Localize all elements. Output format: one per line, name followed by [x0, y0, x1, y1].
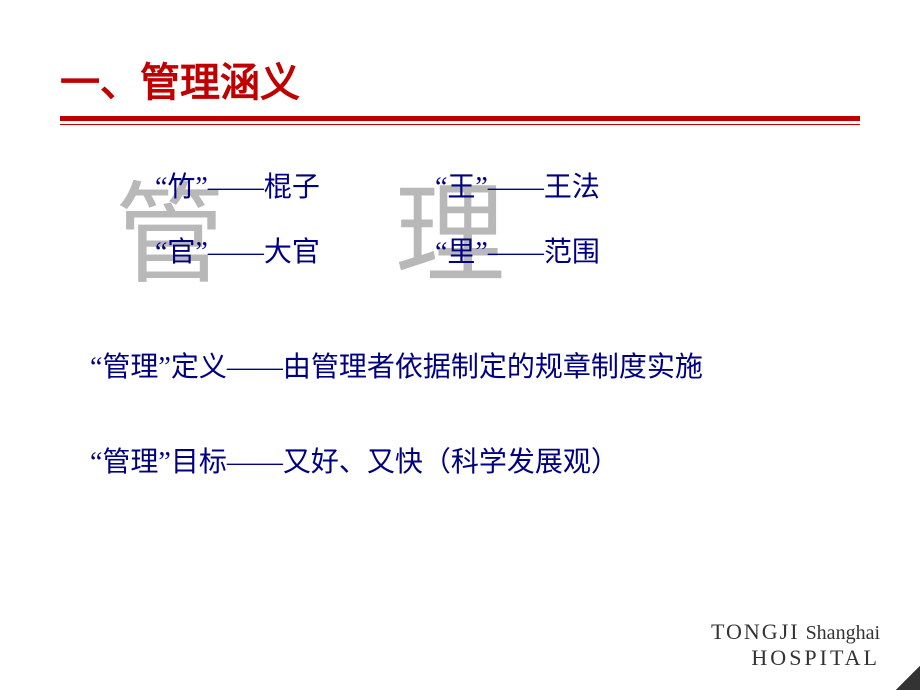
etymology-row1-col2: “王”——王法: [435, 170, 600, 206]
definition-line: “管理”定义——由管理者依据制定的规章制度实施: [90, 350, 703, 386]
title-underline-thick: [60, 116, 860, 121]
slide-title: 一、管理涵义: [60, 50, 870, 108]
corner-fold-icon: [896, 666, 920, 690]
footer-line1: TONGJI Shanghai: [711, 620, 880, 644]
etymology-row1-col1: “竹”——棍子: [155, 170, 320, 206]
footer-shanghai: Shanghai: [806, 622, 880, 644]
footer-logo: TONGJI Shanghai HOSPITAL: [711, 620, 880, 670]
goal-line: “管理”目标——又好、又快（科学发展观）: [90, 445, 619, 481]
footer-hospital: HOSPITAL: [711, 646, 880, 670]
title-underline-thin: [60, 124, 860, 125]
slide: 一、管理涵义 管 理 “竹”——棍子 “王”——王法 “官”——大官 “里”——…: [0, 0, 920, 690]
etymology-row2-col2: “里”——范围: [435, 235, 600, 271]
etymology-row2-col1: “官”——大官: [155, 235, 320, 271]
footer-tongji: TONGJI: [711, 619, 800, 644]
watermark-char-2: 理: [395, 145, 505, 305]
watermark-char-1: 管: [115, 145, 225, 305]
